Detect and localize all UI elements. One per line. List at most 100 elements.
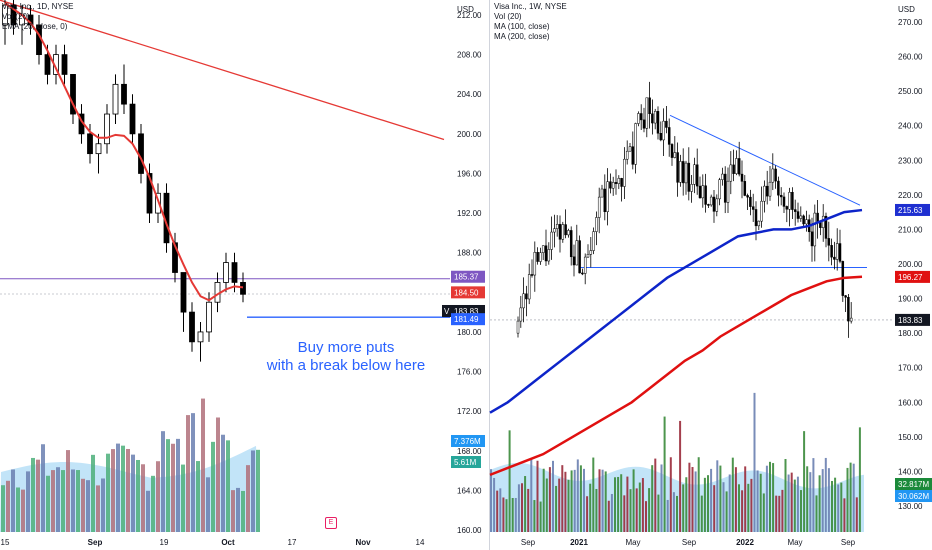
weekly-ma100-line xyxy=(489,208,863,414)
daily-volume-bar xyxy=(6,480,10,532)
weekly-volume-bar xyxy=(778,495,781,532)
weekly-badge-ma100: 215.63 xyxy=(898,206,923,215)
weekly-volume-bar xyxy=(676,495,678,532)
weekly-candle xyxy=(726,180,730,203)
weekly-volume-bar xyxy=(716,460,719,532)
daily-candle xyxy=(44,54,51,75)
weekly-volume-bar xyxy=(734,467,737,532)
daily-symbol-tag-bg xyxy=(442,304,451,317)
weekly-badge-vol: 32.817M xyxy=(898,480,929,489)
weekly-volume-bar xyxy=(738,484,740,532)
weekly-chart-canvas[interactable]: USD 270.00 260.00 250.00 240.00 230.00 220.00 2… xyxy=(489,0,932,550)
weekly-volume-bar xyxy=(762,493,765,532)
weekly-candle xyxy=(785,206,789,210)
weekly-candle xyxy=(749,196,752,207)
weekly-volume-bar xyxy=(598,469,601,532)
daily-volume-bar xyxy=(31,457,35,532)
weekly-candle xyxy=(732,164,735,174)
weekly-volume-bar xyxy=(855,497,858,532)
weekly-vol-legend[interactable]: Vol (20) xyxy=(494,12,522,21)
weekly-volume-bar xyxy=(496,490,499,532)
weekly-candle xyxy=(639,113,643,121)
weekly-candle xyxy=(796,211,800,219)
weekly-volume-bar xyxy=(818,475,821,532)
weekly-volume-bar xyxy=(803,431,806,532)
weekly-candle xyxy=(707,204,710,206)
weekly-volume-bar xyxy=(614,477,616,532)
weekly-y-tick: 260.00 xyxy=(898,53,923,62)
daily-volume-bar xyxy=(76,470,80,532)
weekly-volume-bar xyxy=(815,495,818,532)
weekly-candle xyxy=(651,113,654,124)
weekly-volume-bar xyxy=(508,430,511,532)
weekly-volume-bar xyxy=(555,485,558,532)
daily-candle xyxy=(231,262,238,283)
weekly-badge-ma200: 196.27 xyxy=(898,273,923,282)
weekly-volume-bar xyxy=(852,463,855,532)
weekly-candle xyxy=(589,250,593,255)
daily-chart-panel[interactable]: USD 212.00 208.00 204.00 200.00 196.00 192.00 1… xyxy=(0,0,490,550)
daily-candle xyxy=(104,113,110,145)
weekly-volume-bar xyxy=(824,457,827,532)
weekly-volume-bar xyxy=(806,466,809,532)
daily-vol-legend[interactable]: Vol (20) xyxy=(2,12,30,21)
daily-y-tick: 172.00 xyxy=(457,407,482,416)
weekly-volume-bar xyxy=(744,466,747,532)
weekly-candle xyxy=(519,307,523,322)
daily-volume-bar xyxy=(206,477,210,532)
weekly-ma100-legend[interactable]: MA (100, close) xyxy=(494,22,550,31)
weekly-candle xyxy=(849,317,853,322)
daily-y-tick: 192.00 xyxy=(457,209,482,218)
weekly-volume-bar xyxy=(617,476,620,532)
weekly-volume-bar xyxy=(657,494,660,532)
weekly-volume-bar xyxy=(694,471,697,532)
weekly-volume-bar xyxy=(645,501,647,532)
weekly-volume-bar xyxy=(713,485,716,532)
weekly-candle xyxy=(665,120,668,128)
weekly-candle xyxy=(578,240,581,274)
weekly-volume-bar xyxy=(666,499,669,532)
weekly-badge-ma100-bg xyxy=(895,203,930,216)
weekly-candle xyxy=(838,243,842,262)
weekly-candle xyxy=(586,254,590,258)
weekly-volume-bar xyxy=(831,480,833,532)
weekly-volume-bar xyxy=(796,476,799,532)
daily-chart-title[interactable]: Visa Inc., 1D, NYSE xyxy=(2,2,74,11)
weekly-volume-bar xyxy=(821,469,824,532)
weekly-volume-bar xyxy=(648,488,651,532)
weekly-candle xyxy=(751,206,755,210)
weekly-candle xyxy=(558,224,562,240)
weekly-volume-bar xyxy=(728,474,731,532)
weekly-candle xyxy=(760,200,763,222)
weekly-x-tick: 2022 xyxy=(736,538,754,547)
weekly-candle xyxy=(830,245,833,258)
weekly-volume-bar xyxy=(505,499,508,532)
weekly-volume-bar xyxy=(589,483,592,532)
weekly-volume-bar xyxy=(620,474,623,532)
weekly-candle xyxy=(603,188,607,212)
daily-volume-bar xyxy=(201,398,205,532)
weekly-volume-bar xyxy=(800,490,802,532)
weekly-candle xyxy=(597,196,601,218)
daily-x-tick: Oct xyxy=(221,538,235,547)
weekly-candle xyxy=(681,161,685,184)
weekly-ma200-legend[interactable]: MA (200, close) xyxy=(494,32,550,41)
weekly-x-tick: May xyxy=(625,538,640,547)
daily-volume-bar xyxy=(56,467,60,532)
weekly-chart-title[interactable]: Visa Inc., 1W, NYSE xyxy=(494,2,567,11)
panel-divider[interactable] xyxy=(489,0,490,550)
daily-volume-bar xyxy=(81,478,85,532)
daily-candle xyxy=(180,272,187,313)
weekly-volume-bar xyxy=(707,475,709,532)
earnings-icon[interactable]: E xyxy=(325,517,337,529)
weekly-candle xyxy=(625,150,629,160)
daily-volume-bar xyxy=(246,465,250,532)
daily-volume-bar xyxy=(196,461,200,532)
weekly-candle xyxy=(777,180,780,196)
weekly-volume-bar xyxy=(685,477,688,532)
weekly-chart-panel[interactable]: USD 270.00 260.00 250.00 240.00 230.00 220.00 2… xyxy=(489,0,932,550)
daily-volume-bar xyxy=(146,490,150,532)
daily-ema-legend[interactable]: EMA (20, close, 0) xyxy=(2,22,68,31)
weekly-candle xyxy=(799,215,803,219)
